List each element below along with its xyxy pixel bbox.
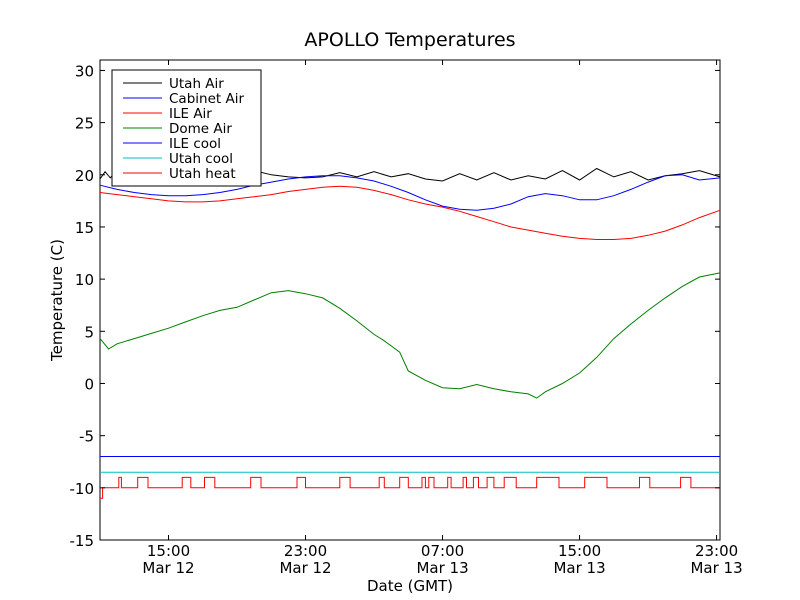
series-line-dome-air xyxy=(99,272,721,399)
y-tick-label: 30 xyxy=(75,62,94,80)
legend-label: Utah cool xyxy=(169,151,233,167)
series-layer xyxy=(99,167,721,499)
x-tick-date-label: Mar 13 xyxy=(553,559,605,577)
chart-title: APOLLO Temperatures xyxy=(304,29,515,51)
legend-label: ILE Air xyxy=(169,106,212,122)
x-tick-date-label: Mar 12 xyxy=(279,559,331,577)
series-line-ile-air xyxy=(99,185,721,240)
x-tick-date-label: Mar 12 xyxy=(142,559,194,577)
x-tick-time-label: 07:00 xyxy=(421,542,464,560)
y-tick-label: 15 xyxy=(75,219,94,237)
y-tick-label: 10 xyxy=(75,271,94,289)
x-tick-time-label: 15:00 xyxy=(558,542,601,560)
x-tick-date-label: Mar 13 xyxy=(690,559,742,577)
x-tick-date-label: Mar 13 xyxy=(416,559,468,577)
y-tick-label: 0 xyxy=(84,375,94,393)
y-tick-label: 5 xyxy=(84,323,94,341)
x-tick-time-label: 23:00 xyxy=(695,542,738,560)
y-axis-label: Temperature (C) xyxy=(48,239,66,362)
x-tick-time-label: 15:00 xyxy=(147,542,190,560)
y-tick-label: -15 xyxy=(70,532,95,550)
series-line-utah-heat xyxy=(100,476,720,499)
y-tick-label: 20 xyxy=(75,167,94,185)
legend-label: ILE cool xyxy=(169,136,221,152)
x-axis-label: Date (GMT) xyxy=(367,577,453,595)
legend-label: Utah Air xyxy=(169,76,224,92)
y-tick-label: -10 xyxy=(70,480,95,498)
y-tick-label: 25 xyxy=(75,115,94,133)
series-line-cabinet-air xyxy=(99,174,721,211)
y-tick-label: -5 xyxy=(79,428,94,446)
legend-label: Dome Air xyxy=(169,121,232,137)
legend-label: Utah heat xyxy=(169,166,236,182)
x-tick-time-label: 23:00 xyxy=(284,542,327,560)
legend-label: Cabinet Air xyxy=(169,91,244,107)
